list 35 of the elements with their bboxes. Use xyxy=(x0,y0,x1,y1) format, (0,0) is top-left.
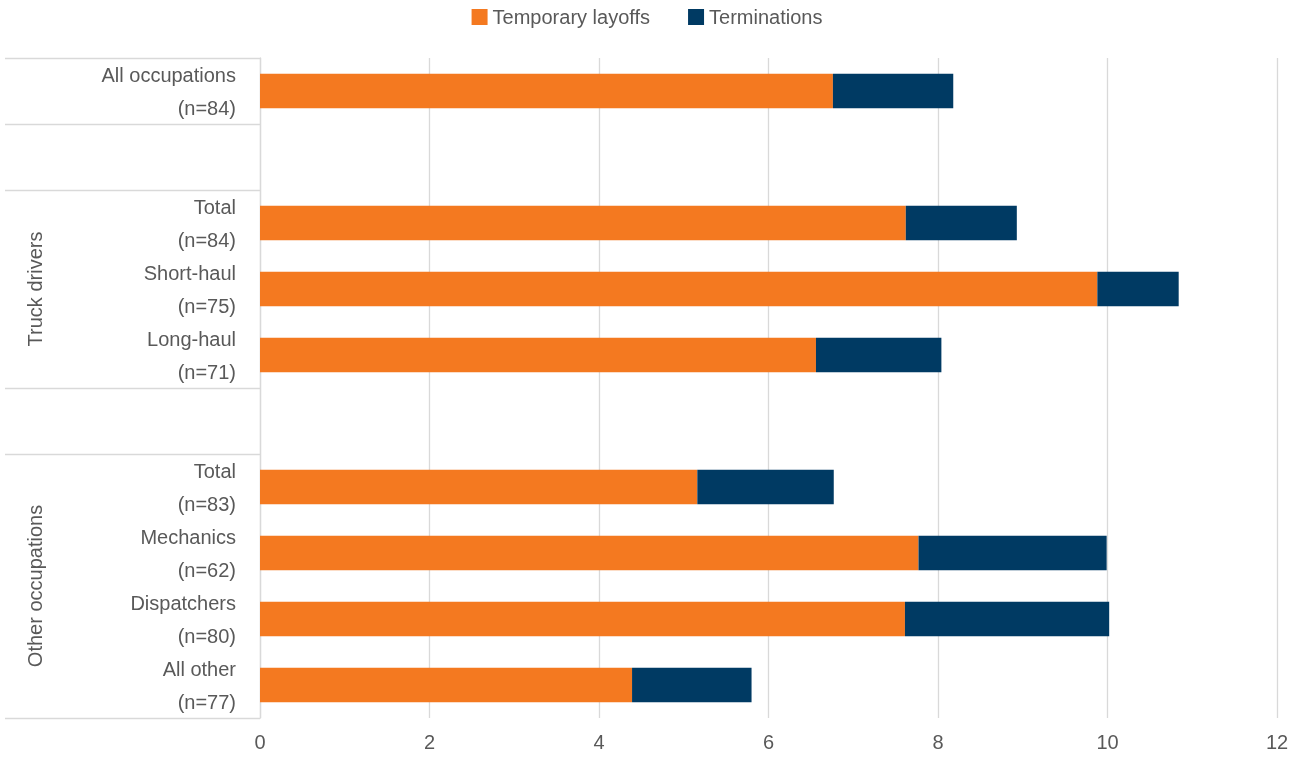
bar xyxy=(260,337,816,373)
y-tick-label: Total (n=83) xyxy=(177,459,236,515)
bar xyxy=(905,205,1017,241)
bar xyxy=(260,667,633,703)
bar xyxy=(1097,271,1179,307)
x-tick-label: 0 xyxy=(254,731,266,753)
y-tick-label: All other (n=77) xyxy=(162,657,237,713)
legend-label: Temporary layoffs xyxy=(492,6,651,28)
bar xyxy=(918,535,1107,571)
x-tick-label: 12 xyxy=(1265,731,1289,753)
bar xyxy=(260,535,919,571)
x-tick-label: 2 xyxy=(423,731,436,753)
y-tick-label: Mechanics (n=62) xyxy=(140,525,236,581)
bar xyxy=(260,469,698,505)
bar xyxy=(260,601,905,637)
bar xyxy=(815,337,942,373)
bar xyxy=(697,469,834,505)
x-tick-label: 8 xyxy=(932,731,944,753)
x-tick-label: 4 xyxy=(593,731,605,753)
y-tick-label: Total (n=84) xyxy=(177,195,236,251)
bar xyxy=(260,73,833,109)
y-tick-label: Short-haul (n=75) xyxy=(143,261,236,317)
bar xyxy=(904,601,1110,637)
bar xyxy=(260,271,1098,307)
bar xyxy=(260,205,906,241)
y-tick-label: Dispatchers (n=80) xyxy=(130,591,236,647)
bar xyxy=(632,667,752,703)
text: Other occupations xyxy=(24,504,46,668)
y-tick-label: All occupations (n=84) xyxy=(101,63,236,119)
bar xyxy=(832,73,954,109)
text: Truck drivers xyxy=(24,231,46,347)
legend-label: Terminations xyxy=(709,6,823,28)
y-tick-label: Long-haul (n=71) xyxy=(147,327,236,383)
x-tick-label: 6 xyxy=(762,731,775,753)
x-tick-label: 10 xyxy=(1096,731,1119,753)
